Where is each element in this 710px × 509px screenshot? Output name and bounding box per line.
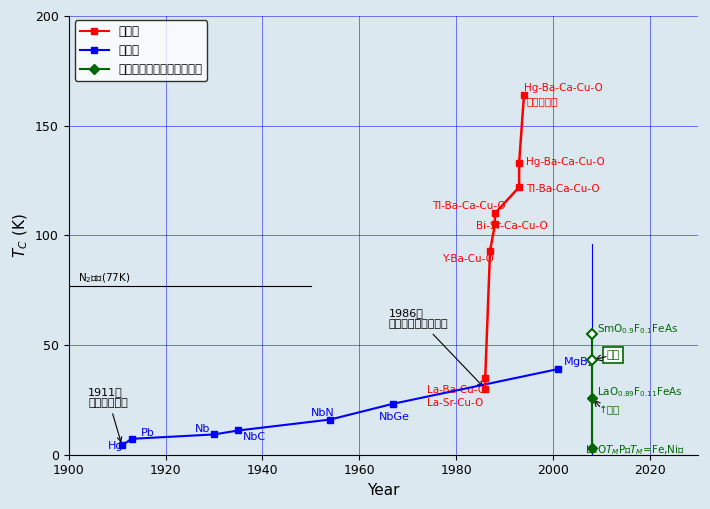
Text: Y-Ba-Cu-O: Y-Ba-Cu-O: [442, 253, 493, 264]
Text: NbN: NbN: [311, 408, 334, 418]
Text: Tl-Ba-Ca-Cu-O: Tl-Ba-Ca-Cu-O: [526, 184, 600, 193]
Text: Bi-Sr-Ca-Cu-O: Bi-Sr-Ca-Cu-O: [476, 221, 547, 231]
Text: （高圧下）: （高圧下）: [526, 96, 557, 106]
Text: Hg-Ba-Ca-Cu-O: Hg-Ba-Ca-Cu-O: [526, 157, 605, 167]
Text: 1911年
超伝導の発見: 1911年 超伝導の発見: [88, 387, 128, 441]
Text: LaO$_{0.89}$F$_{0.11}$FeAs: LaO$_{0.89}$F$_{0.11}$FeAs: [596, 385, 682, 399]
Text: 1986年
酸化物超伝導体発見: 1986年 酸化物超伝導体発見: [388, 308, 483, 386]
Text: SmO$_{0.9}$F$_{0.1}$FeAs: SmO$_{0.9}$F$_{0.1}$FeAs: [596, 322, 678, 335]
Text: MgB$_2$: MgB$_2$: [563, 355, 594, 369]
Text: Tl-Ba-Ca-Cu-O: Tl-Ba-Ca-Cu-O: [432, 201, 506, 211]
Text: ↑気圧: ↑気圧: [599, 405, 621, 415]
X-axis label: Year: Year: [367, 483, 400, 498]
Text: N$_2$沸点(77K): N$_2$沸点(77K): [78, 272, 131, 285]
Text: Pb: Pb: [141, 428, 155, 438]
Text: Nb: Nb: [195, 423, 210, 434]
Text: Hg-Ba-Ca-Cu-O: Hg-Ba-Ca-Cu-O: [524, 82, 603, 93]
Text: LaO$\it{T_M}$P（$\it{T_M}$=Fe,Ni）: LaO$\it{T_M}$P（$\it{T_M}$=Fe,Ni）: [584, 443, 684, 457]
Text: NbGe: NbGe: [378, 412, 410, 421]
Text: NbC: NbC: [243, 432, 266, 442]
Text: La-Sr-Cu-O: La-Sr-Cu-O: [427, 399, 484, 408]
Y-axis label: $\it{T_C}$ (K): $\it{T_C}$ (K): [11, 213, 30, 258]
Legend: 酸化物, 金属系, 層状オキシブニクタイド系: 酸化物, 金属系, 層状オキシブニクタイド系: [75, 20, 207, 81]
Text: Hg: Hg: [107, 441, 123, 451]
Text: 高圧: 高圧: [606, 350, 620, 360]
Text: La-Ba-Cu-O: La-Ba-Cu-O: [427, 385, 486, 395]
